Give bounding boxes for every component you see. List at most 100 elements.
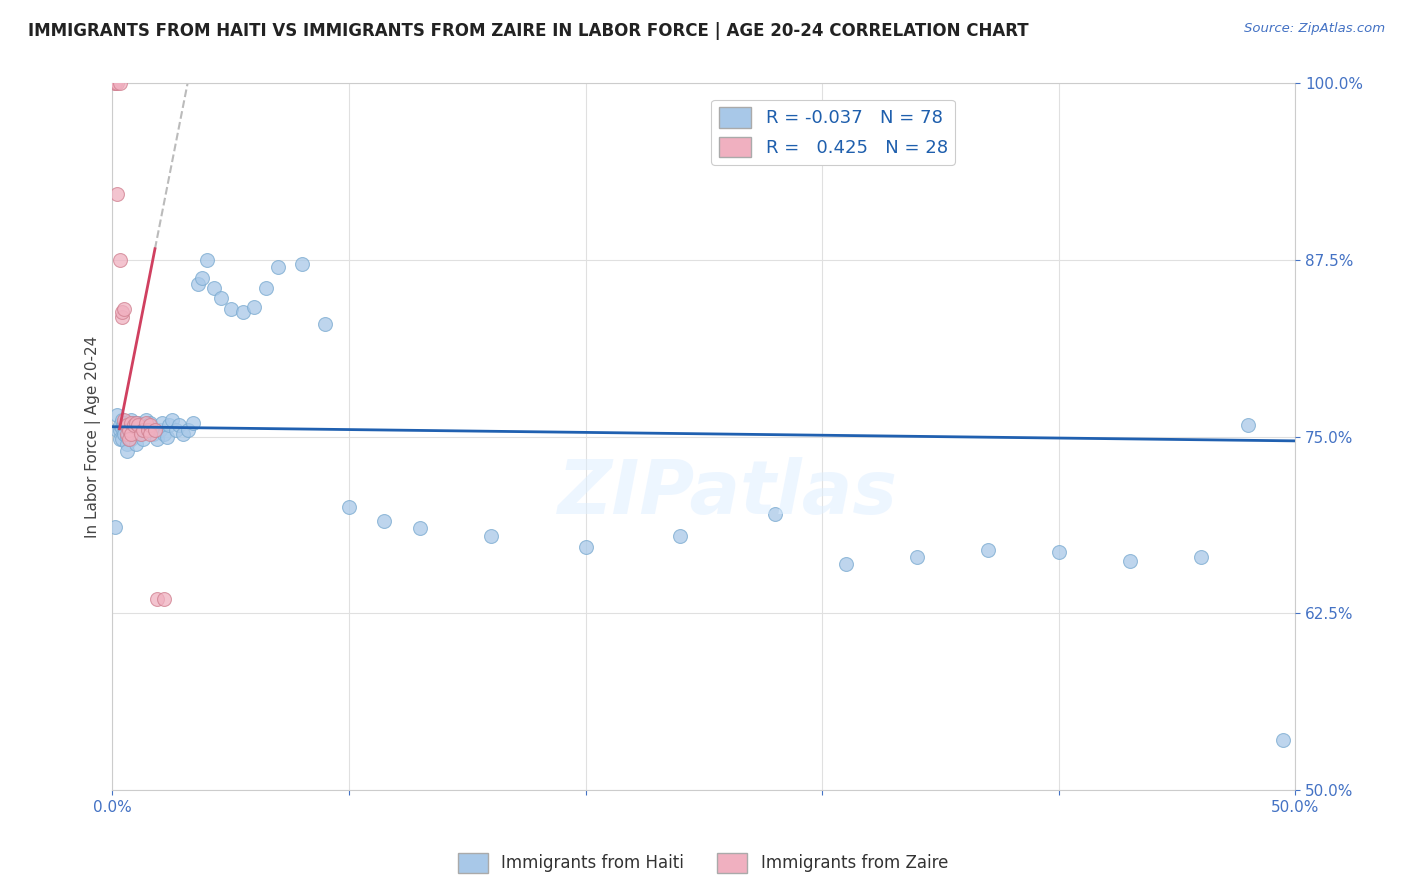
Point	[139, 418, 162, 433]
Point	[118, 423, 141, 437]
Point	[143, 423, 166, 437]
Point	[143, 423, 166, 437]
Point	[409, 521, 432, 535]
Y-axis label: In Labor Force | Age 20-24: In Labor Force | Age 20-24	[86, 335, 101, 538]
Point	[120, 423, 142, 437]
Point	[669, 528, 692, 542]
Point	[125, 418, 148, 433]
Point	[118, 423, 141, 437]
Point	[125, 436, 148, 450]
Point	[111, 412, 134, 426]
Point	[108, 433, 131, 447]
Point	[976, 542, 998, 557]
Point	[112, 412, 135, 426]
Point	[153, 426, 176, 441]
Point	[267, 260, 290, 274]
Point	[202, 281, 225, 295]
Point	[120, 412, 142, 426]
Point	[115, 443, 138, 458]
Point	[125, 426, 148, 441]
Legend: Immigrants from Haiti, Immigrants from Zaire: Immigrants from Haiti, Immigrants from Z…	[451, 847, 955, 880]
Point	[120, 416, 142, 430]
Point	[314, 317, 336, 331]
Point	[142, 426, 165, 441]
Point	[122, 426, 145, 441]
Point	[111, 310, 134, 324]
Point	[254, 281, 277, 295]
Point	[111, 305, 134, 319]
Point	[118, 416, 141, 430]
Point	[129, 426, 152, 441]
Point	[763, 508, 786, 522]
Point	[112, 421, 135, 435]
Point	[160, 412, 183, 426]
Point	[172, 426, 194, 441]
Point	[835, 557, 858, 571]
Point	[122, 416, 145, 430]
Point	[112, 416, 135, 430]
Point	[118, 433, 141, 447]
Point	[136, 423, 159, 437]
Point	[231, 305, 253, 319]
Point	[105, 77, 128, 91]
Point	[165, 423, 187, 437]
Point	[191, 271, 214, 285]
Point	[112, 426, 135, 441]
Point	[104, 520, 127, 534]
Point	[135, 416, 157, 430]
Point	[108, 77, 131, 91]
Point	[135, 412, 157, 426]
Point	[574, 540, 596, 554]
Point	[111, 433, 134, 447]
Point	[105, 409, 128, 423]
Point	[115, 418, 138, 433]
Point	[373, 515, 395, 529]
Point	[127, 416, 149, 430]
Point	[153, 592, 176, 607]
Point	[337, 500, 360, 515]
Point	[181, 416, 204, 430]
Point	[115, 418, 138, 433]
Point	[115, 430, 138, 444]
Point	[104, 77, 127, 91]
Point	[479, 528, 502, 542]
Point	[150, 416, 173, 430]
Point	[111, 421, 134, 435]
Point	[120, 433, 142, 447]
Point	[243, 300, 266, 314]
Point	[125, 416, 148, 430]
Point	[1189, 549, 1212, 564]
Point	[139, 416, 162, 430]
Text: Source: ZipAtlas.com: Source: ZipAtlas.com	[1244, 22, 1385, 36]
Point	[209, 291, 232, 305]
Point	[135, 423, 157, 437]
Point	[157, 418, 180, 433]
Text: IMMIGRANTS FROM HAITI VS IMMIGRANTS FROM ZAIRE IN LABOR FORCE | AGE 20-24 CORREL: IMMIGRANTS FROM HAITI VS IMMIGRANTS FROM…	[28, 22, 1029, 40]
Point	[132, 423, 155, 437]
Point	[1118, 554, 1140, 568]
Point	[118, 433, 141, 447]
Point	[139, 426, 162, 441]
Point	[156, 430, 179, 444]
Point	[132, 433, 155, 447]
Point	[219, 302, 242, 317]
Legend: R = -0.037   N = 78, R =   0.425   N = 28: R = -0.037 N = 78, R = 0.425 N = 28	[711, 100, 955, 165]
Point	[127, 426, 149, 441]
Point	[129, 418, 152, 433]
Point	[146, 592, 169, 607]
Point	[149, 423, 172, 437]
Point	[127, 418, 149, 433]
Point	[122, 418, 145, 433]
Point	[105, 186, 128, 201]
Point	[115, 436, 138, 450]
Point	[120, 426, 142, 441]
Point	[195, 253, 218, 268]
Point	[905, 549, 928, 564]
Point	[167, 418, 190, 433]
Point	[104, 77, 127, 91]
Point	[291, 257, 314, 271]
Point	[108, 253, 131, 268]
Point	[1047, 545, 1070, 559]
Point	[132, 423, 155, 437]
Point	[115, 426, 138, 441]
